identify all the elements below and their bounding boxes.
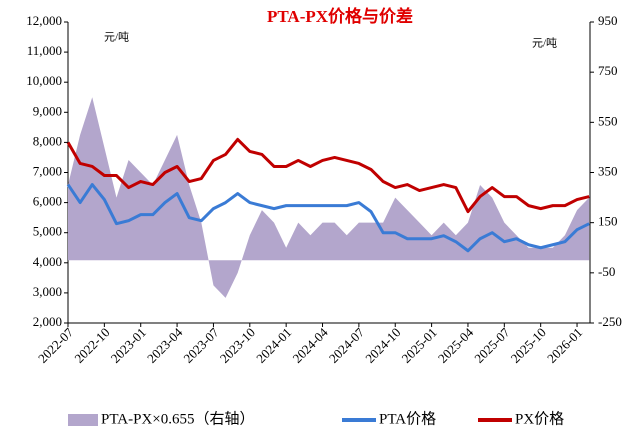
legend-label: PTA-PX×0.655（右轴） (101, 410, 255, 427)
y-tick-label: 7,000 (33, 163, 62, 178)
y2-tick-label: 150 (598, 214, 618, 229)
x-tick-label: 2024-10 (362, 325, 403, 366)
price-line (66, 137, 590, 214)
legend-swatch (68, 414, 98, 426)
y-tick-label: 11,000 (27, 43, 62, 58)
y-tick-label: 3,000 (33, 284, 62, 299)
x-tick-label: 2023-10 (217, 325, 258, 366)
y-tick-label: 6,000 (33, 194, 62, 209)
y2-tick-label: 550 (598, 113, 618, 128)
spread-area (68, 97, 590, 298)
y2-tick-label: 350 (598, 163, 618, 178)
x-tick-label: 2025-04 (435, 324, 477, 366)
y-tick-label: 10,000 (26, 73, 62, 88)
y2-tick-label: 950 (598, 13, 618, 28)
y-tick-label: 12,000 (26, 13, 62, 28)
chart-title: PTA-PX价格与价差 (267, 6, 413, 26)
legend-label: PX价格 (515, 410, 564, 427)
x-tick-label: 2023-07 (180, 324, 222, 366)
x-tick-label: 2025-07 (471, 324, 513, 366)
y-tick-label: 2,000 (33, 314, 62, 329)
y-tick-label: 4,000 (33, 254, 62, 269)
x-tick-label: 2024-01 (253, 325, 294, 366)
y2-tick-label: -250 (598, 314, 622, 329)
y2-unit: 元/吨 (532, 37, 557, 50)
legend-label: PTA价格 (379, 410, 436, 427)
y-tick-label: 9,000 (33, 103, 62, 118)
x-tick-label: 2025-01 (399, 325, 440, 366)
x-tick-label: 2022-07 (35, 324, 77, 366)
price-line (66, 183, 590, 253)
y-tick-label: 8,000 (33, 133, 62, 148)
y2-tick-label: -50 (598, 264, 615, 279)
y-unit: 元/吨 (104, 31, 129, 44)
x-tick-label: 2025-10 (508, 325, 549, 366)
x-tick-label: 2022-10 (71, 325, 112, 366)
x-tick-label: 2024-04 (289, 324, 331, 366)
x-tick-label: 2023-01 (108, 325, 149, 366)
y2-tick-label: 750 (598, 63, 618, 78)
x-tick-label: 2024-07 (326, 324, 368, 366)
x-tick-label: 2026-01 (544, 325, 585, 366)
x-tick-label: 2023-04 (144, 324, 186, 366)
y-tick-label: 5,000 (33, 224, 62, 239)
